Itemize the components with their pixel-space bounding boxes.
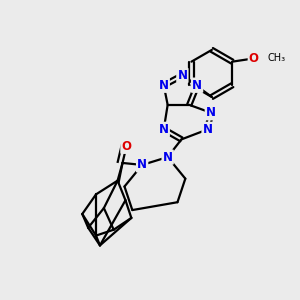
- Text: O: O: [249, 52, 259, 65]
- Text: N: N: [137, 158, 147, 171]
- Text: N: N: [192, 79, 202, 92]
- Text: N: N: [206, 106, 216, 119]
- Text: N: N: [163, 151, 173, 164]
- Text: N: N: [159, 123, 169, 136]
- Text: CH₃: CH₃: [268, 53, 286, 63]
- Text: N: N: [202, 123, 213, 136]
- Text: N: N: [159, 79, 169, 92]
- Text: O: O: [122, 140, 131, 153]
- Text: N: N: [177, 69, 188, 82]
